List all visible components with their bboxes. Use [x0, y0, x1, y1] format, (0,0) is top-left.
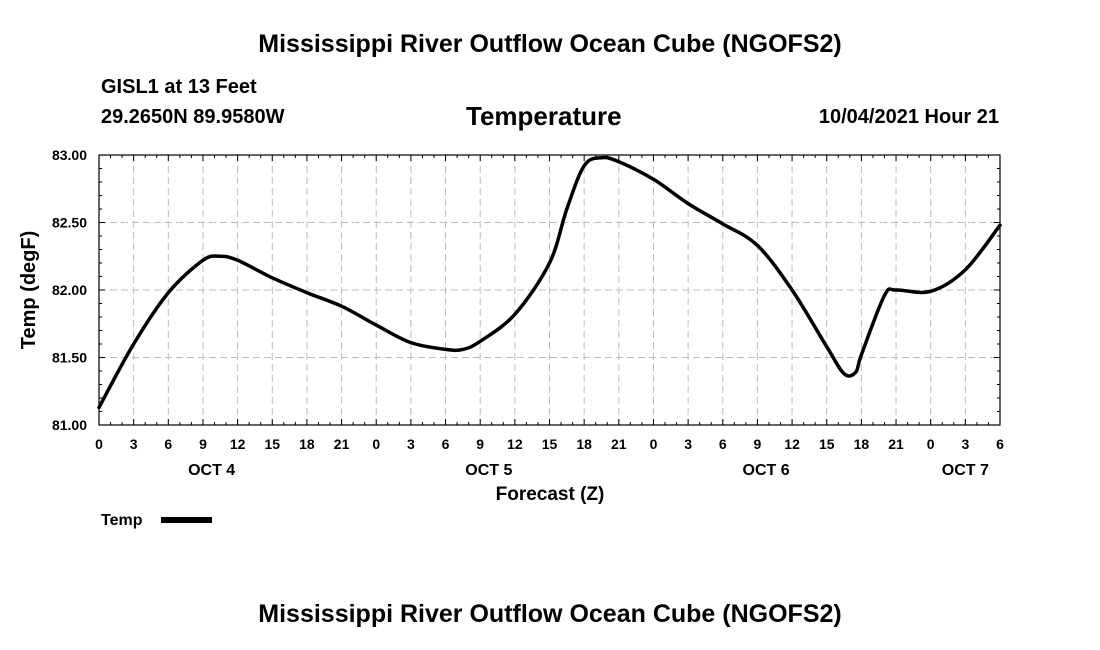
x-tick-label: 6 — [442, 436, 450, 452]
y-tick-label: 82.50 — [52, 215, 87, 231]
y-tick-label: 81.00 — [52, 417, 87, 433]
series-layer — [97, 155, 1002, 410]
x-tick-label: 6 — [996, 436, 1004, 452]
station-label: GISL1 at 13 Feet — [101, 76, 257, 98]
x-tick-label: 6 — [719, 436, 727, 452]
x-tick-label: 9 — [199, 436, 207, 452]
x-tick-label: 0 — [372, 436, 380, 452]
x-tick-label: 12 — [784, 436, 800, 452]
x-tick-label: 3 — [684, 436, 692, 452]
x-tick-labels: 0 3 6 9 12 15 18 21 0 3 6 9 12 15 18 21 0 3 6 9 12 15 18 21 0 3 6 — [95, 436, 1004, 452]
x-tick-label: 15 — [819, 436, 835, 452]
x-tick-label: 9 — [476, 436, 484, 452]
x-tick-label: 0 — [95, 436, 103, 452]
station-coordinates: 29.2650N 89.9580W — [101, 106, 285, 128]
x-tick-label: 21 — [611, 436, 627, 452]
x-tick-label: 9 — [754, 436, 762, 452]
x-tick-label: 21 — [888, 436, 904, 452]
x-tick-label: 15 — [264, 436, 280, 452]
y-tick-labels: 81.00 81.50 82.00 82.50 83.00 — [52, 147, 87, 433]
x-tick-label: 3 — [961, 436, 969, 452]
x-tick-label: 21 — [334, 436, 350, 452]
y-tick-label: 81.50 — [52, 350, 87, 366]
x-tick-label: 15 — [542, 436, 558, 452]
day-labels: OCT 4 OCT 5 OCT 6 OCT 7 — [188, 462, 989, 479]
x-tick-label: 12 — [230, 436, 246, 452]
grid-lines — [99, 155, 1000, 425]
x-tick-label: 6 — [164, 436, 172, 452]
x-tick-label: 0 — [650, 436, 658, 452]
x-tick-label: 0 — [927, 436, 935, 452]
x-axis-label: Forecast (Z) — [496, 484, 605, 505]
series-line-temp — [97, 155, 1002, 410]
day-label: OCT 6 — [743, 462, 790, 479]
legend-label: Temp — [101, 512, 143, 529]
plot-frame — [98, 154, 1001, 426]
y-tick-label: 83.00 — [52, 147, 87, 163]
day-label: OCT 5 — [465, 462, 512, 479]
forecast-datetime: 10/04/2021 Hour 21 — [818, 106, 999, 128]
x-tick-label: 18 — [299, 436, 315, 452]
y-tick-label: 82.00 — [52, 282, 87, 298]
chart-title: Temperature — [466, 101, 622, 131]
x-tick-label: 3 — [130, 436, 138, 452]
x-tick-label: 18 — [576, 436, 592, 452]
chart-footer-title: Mississippi River Outflow Ocean Cube (NG… — [258, 600, 842, 628]
chart-main-title: Mississippi River Outflow Ocean Cube (NG… — [258, 30, 842, 58]
x-tick-label: 18 — [854, 436, 870, 452]
x-tick-label: 3 — [407, 436, 415, 452]
x-tick-label: 12 — [507, 436, 523, 452]
y-axis-label: Temp (degF) — [18, 231, 40, 350]
day-label: OCT 7 — [942, 462, 989, 479]
day-label: OCT 4 — [188, 462, 235, 479]
